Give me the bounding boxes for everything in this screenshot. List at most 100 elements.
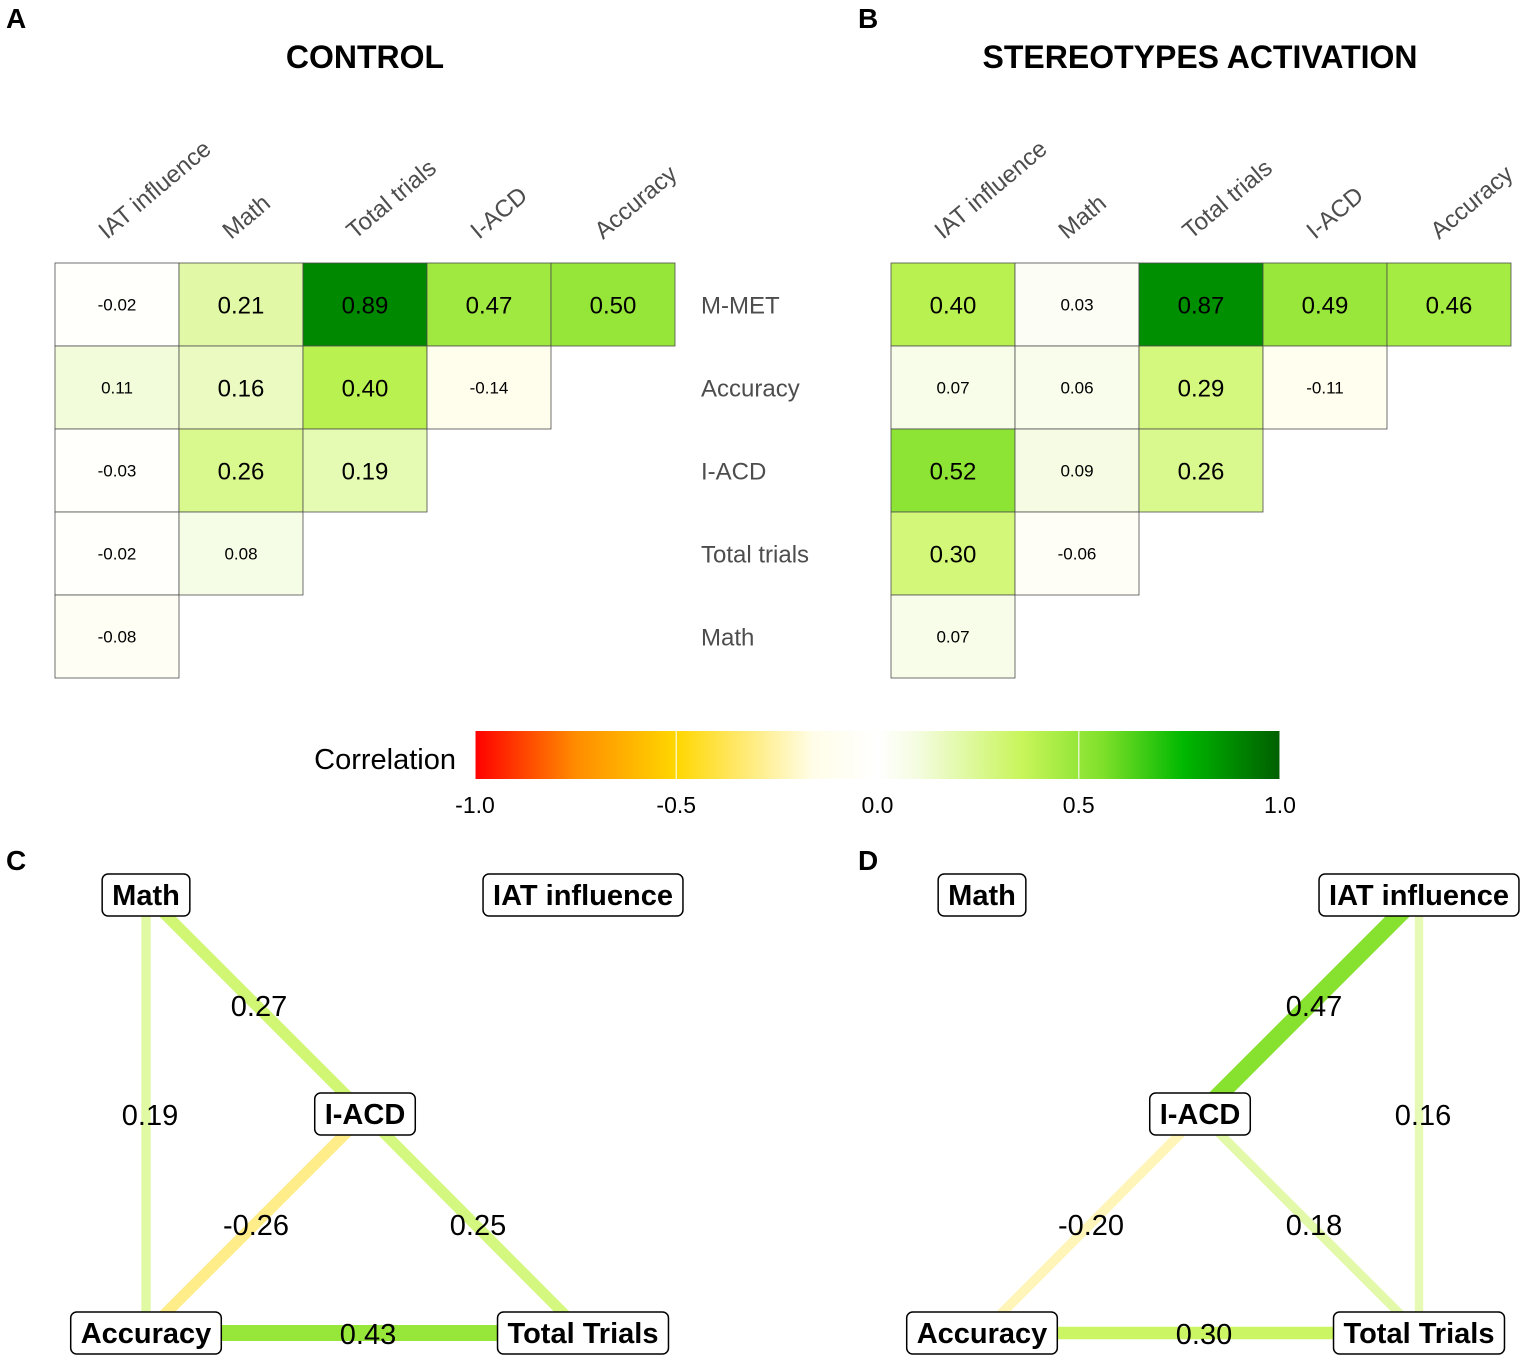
network-edge-label: 0.30: [1176, 1319, 1232, 1351]
heatmap-cell-value: -0.14: [470, 379, 509, 398]
heatmap-cell: [1138, 345, 1264, 430]
network-node-box: [496, 1311, 670, 1355]
network-node-label: Math: [948, 880, 1016, 912]
network-edges: [978, 888, 1426, 1340]
network-stereotypes: 0.47 0.16 -0.20 0.18 0.30 Math IAT influence I-…: [905, 873, 1520, 1355]
network-edge-label: 0.19: [122, 1100, 178, 1132]
legend-tick-label: 0.0: [862, 792, 894, 818]
network-node-label: IAT influence: [1329, 880, 1509, 912]
legend-tick-label: 1.0: [1264, 792, 1296, 818]
network-node: Total Trials: [1332, 1311, 1506, 1355]
heatmap-cell-value: 0.08: [224, 545, 257, 564]
network-edge-label: 0.18: [1286, 1210, 1342, 1242]
panel-letter-d: D: [858, 845, 878, 876]
heatmap-cell: [1138, 428, 1264, 513]
network-node-label: Accuracy: [917, 1318, 1048, 1350]
network-node-box: [482, 873, 684, 917]
correlation-legend: Correlation -1.0 -0.5 0.0 0.5 1.0: [314, 731, 1296, 818]
heatmap-cell-value: 0.06: [1060, 379, 1093, 398]
network-node-label: IAT influence: [493, 880, 673, 912]
network-edge-label: -0.20: [1058, 1210, 1124, 1242]
network-edge: [978, 1110, 1204, 1337]
heatmap-control: IAT influence Math Total trials I-ACD Accura…: [54, 135, 809, 679]
network-edge-label: 0.47: [1286, 991, 1342, 1023]
row-label: Accuracy: [701, 376, 800, 403]
row-label: I-ACD: [701, 459, 766, 486]
heatmap-cell-value: -0.08: [98, 628, 137, 647]
network-edge-labels: 0.27 0.19 -0.26 0.25 0.43: [122, 991, 506, 1351]
row-label: Total trials: [701, 542, 809, 569]
heatmap-cell-value: 0.40: [930, 293, 977, 320]
network-node: I-ACD: [1148, 1092, 1252, 1136]
heatmap-cell: [550, 262, 676, 347]
heatmap-cell: [890, 262, 1016, 347]
column-label: IAT influence: [94, 135, 217, 244]
network-edge: [142, 1110, 369, 1337]
network-node: Total Trials: [496, 1311, 670, 1355]
heatmap-cell-value: 0.07: [936, 628, 969, 647]
network-node-label: I-ACD: [325, 1099, 406, 1131]
network-node: Math: [937, 873, 1027, 917]
heatmap-cell: [426, 262, 552, 347]
panel-title-stereotypes: STEREOTYPES ACTIVATION: [983, 39, 1418, 75]
panel-title-control: CONTROL: [286, 39, 444, 75]
heatmap-cell: [890, 594, 1016, 679]
heatmap-cell-value: -0.06: [1058, 545, 1097, 564]
panel-letter-c: C: [6, 845, 26, 876]
heatmap-cell: [1386, 262, 1512, 347]
heatmap-cell-value: 0.46: [1426, 293, 1473, 320]
column-label: Accuracy: [1426, 160, 1519, 244]
network-control: 0.27 0.19 -0.26 0.25 0.43 Math IAT influence I-…: [69, 873, 684, 1355]
network-node-box: [1318, 873, 1520, 917]
heatmap-cell-value: 0.40: [342, 376, 389, 403]
column-label: I-ACD: [1302, 182, 1369, 245]
legend-ticks: -1.0 -0.5 0.0 0.5 1.0: [455, 731, 1296, 818]
heatmap-cell-value: 0.52: [930, 459, 977, 486]
network-node-box: [1332, 1311, 1506, 1355]
heatmap-cell: [1014, 345, 1140, 430]
heatmap-cell: [54, 511, 180, 596]
row-label: Math: [701, 625, 754, 652]
heatmap-cell-value: 0.47: [466, 293, 513, 320]
heatmap-cell-value: 0.09: [1060, 462, 1093, 481]
network-edge: [141, 890, 370, 1119]
network-node-label: Total Trials: [1344, 1318, 1495, 1350]
heatmap-cell-value: 0.30: [930, 542, 977, 569]
heatmap-cell-value: 0.87: [1178, 293, 1225, 320]
column-label: Total trials: [342, 154, 442, 244]
heatmap-cell: [1262, 345, 1388, 430]
network-nodes: Math IAT influence I-ACD Accuracy Total Tria…: [69, 873, 684, 1355]
legend-tick-label: 0.5: [1063, 792, 1095, 818]
network-node: Accuracy: [69, 1311, 223, 1355]
heatmap-cell: [1138, 262, 1264, 347]
heatmap-cell: [1014, 262, 1140, 347]
network-node-box: [1148, 1092, 1252, 1136]
network-edge-labels: 0.47 0.16 -0.20 0.18 0.30: [1058, 991, 1451, 1351]
heatmap-cell: [54, 594, 180, 679]
network-node: IAT influence: [1318, 873, 1520, 917]
column-label: Math: [218, 190, 276, 245]
network-node-label: Accuracy: [81, 1318, 212, 1350]
network-node-label: I-ACD: [1160, 1099, 1241, 1131]
network-node-box: [101, 873, 191, 917]
panel-letter-a: A: [6, 3, 26, 34]
network-node-label: Total Trials: [508, 1318, 659, 1350]
heatmap-cell-value: 0.16: [218, 376, 265, 403]
heatmap-cell-value: -0.03: [98, 462, 137, 481]
heatmap-cell: [178, 511, 304, 596]
legend-tick-label: -1.0: [455, 792, 495, 818]
heatmap-cell: [1014, 511, 1140, 596]
network-node-label: Math: [112, 880, 180, 912]
column-label: Accuracy: [590, 160, 683, 244]
heatmap-cell: [302, 428, 428, 513]
network-edge: [361, 1110, 587, 1337]
column-label: IAT influence: [930, 135, 1053, 244]
heatmap-stereotypes: IAT influence Math Total trials I-ACD Accura…: [890, 135, 1519, 679]
network-node: Accuracy: [905, 1311, 1059, 1355]
network-nodes: Math IAT influence I-ACD Accuracy Total Tria…: [905, 873, 1520, 1355]
heatmap-cell: [1262, 262, 1388, 347]
heatmap-cell-value: 0.11: [101, 379, 133, 398]
network-edge: [1193, 888, 1426, 1121]
legend-tick-label: -0.5: [656, 792, 696, 818]
